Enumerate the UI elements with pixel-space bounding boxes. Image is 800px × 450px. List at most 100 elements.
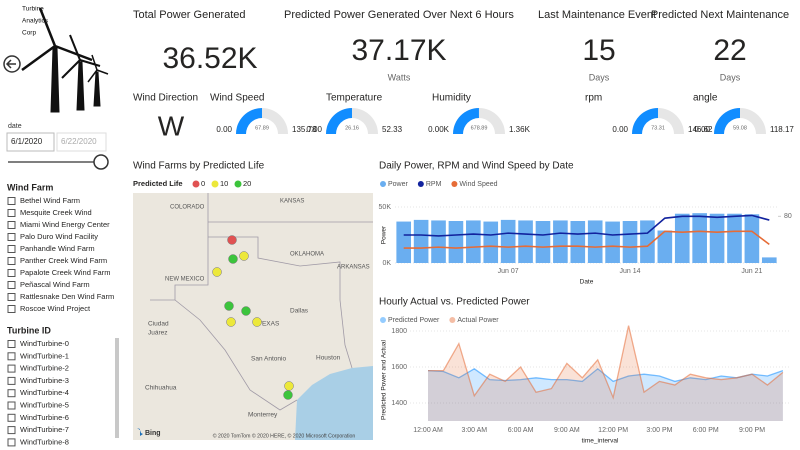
legend-marker bbox=[451, 181, 458, 187]
gauge-min: 0.00K bbox=[428, 125, 450, 134]
bar[interactable] bbox=[657, 230, 673, 263]
bar[interactable] bbox=[622, 221, 638, 263]
map-point[interactable] bbox=[283, 390, 293, 400]
checkbox[interactable] bbox=[7, 352, 16, 361]
bar[interactable] bbox=[483, 221, 499, 263]
slicer-item[interactable]: WindTurbine-4 bbox=[20, 388, 69, 397]
visual-title: Wind Farms by Predicted Life bbox=[133, 161, 265, 172]
map-point[interactable] bbox=[239, 251, 249, 261]
slicer-item[interactable]: Panhandle Wind Farm bbox=[20, 244, 95, 253]
slicer-item[interactable]: Bethel Wind Farm bbox=[20, 196, 80, 205]
map-label: OKLAHOMA bbox=[290, 252, 324, 258]
kpi-value: 15 bbox=[582, 34, 615, 67]
map-point[interactable] bbox=[226, 317, 236, 327]
x-tick-label: 9:00 AM bbox=[554, 427, 580, 434]
line bbox=[403, 214, 770, 237]
back-button[interactable] bbox=[3, 55, 21, 73]
bar[interactable] bbox=[466, 220, 481, 263]
bar[interactable] bbox=[448, 221, 464, 263]
gauge-value: 73.31 bbox=[651, 125, 665, 131]
map-point[interactable] bbox=[284, 381, 294, 391]
slicer-item[interactable]: WindTurbine-7 bbox=[20, 425, 69, 434]
date-start[interactable]: 6/1/2020 bbox=[11, 137, 43, 146]
slicer-item[interactable]: WindTurbine-5 bbox=[20, 400, 69, 409]
map-point[interactable] bbox=[227, 235, 237, 245]
legend-label: 0 bbox=[201, 179, 205, 188]
map-point[interactable] bbox=[224, 301, 234, 311]
bar[interactable] bbox=[500, 219, 516, 263]
bar[interactable] bbox=[570, 221, 586, 263]
slicer-item[interactable]: Roscoe Wind Project bbox=[20, 304, 91, 313]
bar[interactable] bbox=[744, 214, 760, 263]
bar[interactable] bbox=[605, 221, 620, 263]
slicer-item[interactable]: WindTurbine-8 bbox=[20, 437, 69, 446]
checkbox[interactable] bbox=[7, 376, 16, 385]
checkbox[interactable] bbox=[7, 413, 16, 422]
date-start-box[interactable] bbox=[6, 132, 55, 152]
map-label: ARKANSAS bbox=[337, 265, 370, 271]
checkbox[interactable] bbox=[7, 209, 16, 217]
kpi-unit: Days bbox=[589, 72, 610, 82]
date-end-box[interactable] bbox=[56, 132, 107, 152]
checkbox[interactable] bbox=[7, 293, 16, 301]
bar[interactable] bbox=[396, 221, 412, 263]
checkbox[interactable] bbox=[7, 340, 16, 348]
bar[interactable] bbox=[431, 220, 446, 263]
legend-label: RPM bbox=[426, 181, 442, 188]
x-tick-label: 6:00 AM bbox=[508, 427, 534, 434]
checkbox[interactable] bbox=[7, 401, 16, 410]
map[interactable]: COLORADO KANSAS OKLAHOMA NEW MEXICO ARKANSAS… bbox=[133, 193, 373, 440]
bar[interactable] bbox=[692, 213, 707, 263]
map-label: Ciudad bbox=[148, 321, 169, 328]
bar[interactable] bbox=[587, 220, 603, 263]
map-point[interactable] bbox=[212, 267, 222, 277]
slicer-item[interactable]: WindTurbine-2 bbox=[20, 364, 69, 373]
checkbox[interactable] bbox=[7, 438, 16, 447]
bar[interactable] bbox=[709, 213, 725, 263]
gauge-value: 59.08 bbox=[733, 125, 747, 131]
slicer-item[interactable]: Miami Wind Energy Center bbox=[20, 220, 110, 229]
bar[interactable] bbox=[640, 220, 655, 263]
slicer-item[interactable]: WindTurbine-6 bbox=[20, 413, 69, 422]
slicer-item[interactable]: Mesquite Creek Wind bbox=[20, 208, 92, 217]
slicer-item[interactable]: WindTurbine-0 bbox=[20, 339, 69, 348]
bar[interactable] bbox=[761, 257, 777, 263]
map-point[interactable] bbox=[252, 317, 262, 327]
checkbox[interactable] bbox=[7, 197, 16, 205]
bar[interactable] bbox=[413, 219, 429, 263]
checkbox[interactable] bbox=[7, 426, 16, 435]
checkbox[interactable] bbox=[7, 245, 16, 253]
slicer-item[interactable]: WindTurbine-3 bbox=[20, 376, 69, 385]
line bbox=[428, 325, 784, 400]
checkbox[interactable] bbox=[7, 364, 16, 373]
date-slider-handle[interactable] bbox=[93, 154, 109, 170]
slicer-item[interactable]: Rattlesnake Den Wind Farm bbox=[20, 292, 114, 301]
date-end[interactable]: 6/22/2020 bbox=[61, 137, 97, 146]
map-point[interactable] bbox=[228, 254, 238, 264]
checkbox[interactable] bbox=[7, 233, 16, 241]
slicer-item[interactable]: Panther Creek Wind Farm bbox=[20, 256, 107, 265]
slicer-item[interactable]: WindTurbine-1 bbox=[20, 351, 69, 360]
checkbox[interactable] bbox=[7, 269, 16, 277]
bing-logo bbox=[137, 428, 143, 436]
slicer-item[interactable]: Papalote Creek Wind Farm bbox=[20, 268, 110, 277]
checkbox[interactable] bbox=[7, 221, 16, 229]
map-water bbox=[295, 366, 373, 440]
checkbox[interactable] bbox=[7, 257, 16, 265]
bar[interactable] bbox=[518, 220, 533, 263]
map-point[interactable] bbox=[241, 306, 251, 316]
legend-marker bbox=[211, 180, 219, 188]
checkbox[interactable] bbox=[7, 281, 16, 289]
bar[interactable] bbox=[535, 221, 551, 263]
scrollbar[interactable] bbox=[115, 338, 119, 438]
slicer-item[interactable]: Peñascal Wind Farm bbox=[20, 280, 90, 289]
map-label: Juárez bbox=[148, 330, 168, 337]
bar[interactable] bbox=[727, 213, 742, 263]
checkbox[interactable] bbox=[7, 389, 16, 398]
bar[interactable] bbox=[674, 213, 690, 263]
slicer-item[interactable]: Palo Duro Wind Facility bbox=[20, 232, 98, 241]
checkbox[interactable] bbox=[7, 305, 16, 313]
x-tick-label: 9:00 PM bbox=[739, 427, 765, 434]
map-label: TEXAS bbox=[258, 321, 280, 328]
bar[interactable] bbox=[553, 220, 568, 263]
